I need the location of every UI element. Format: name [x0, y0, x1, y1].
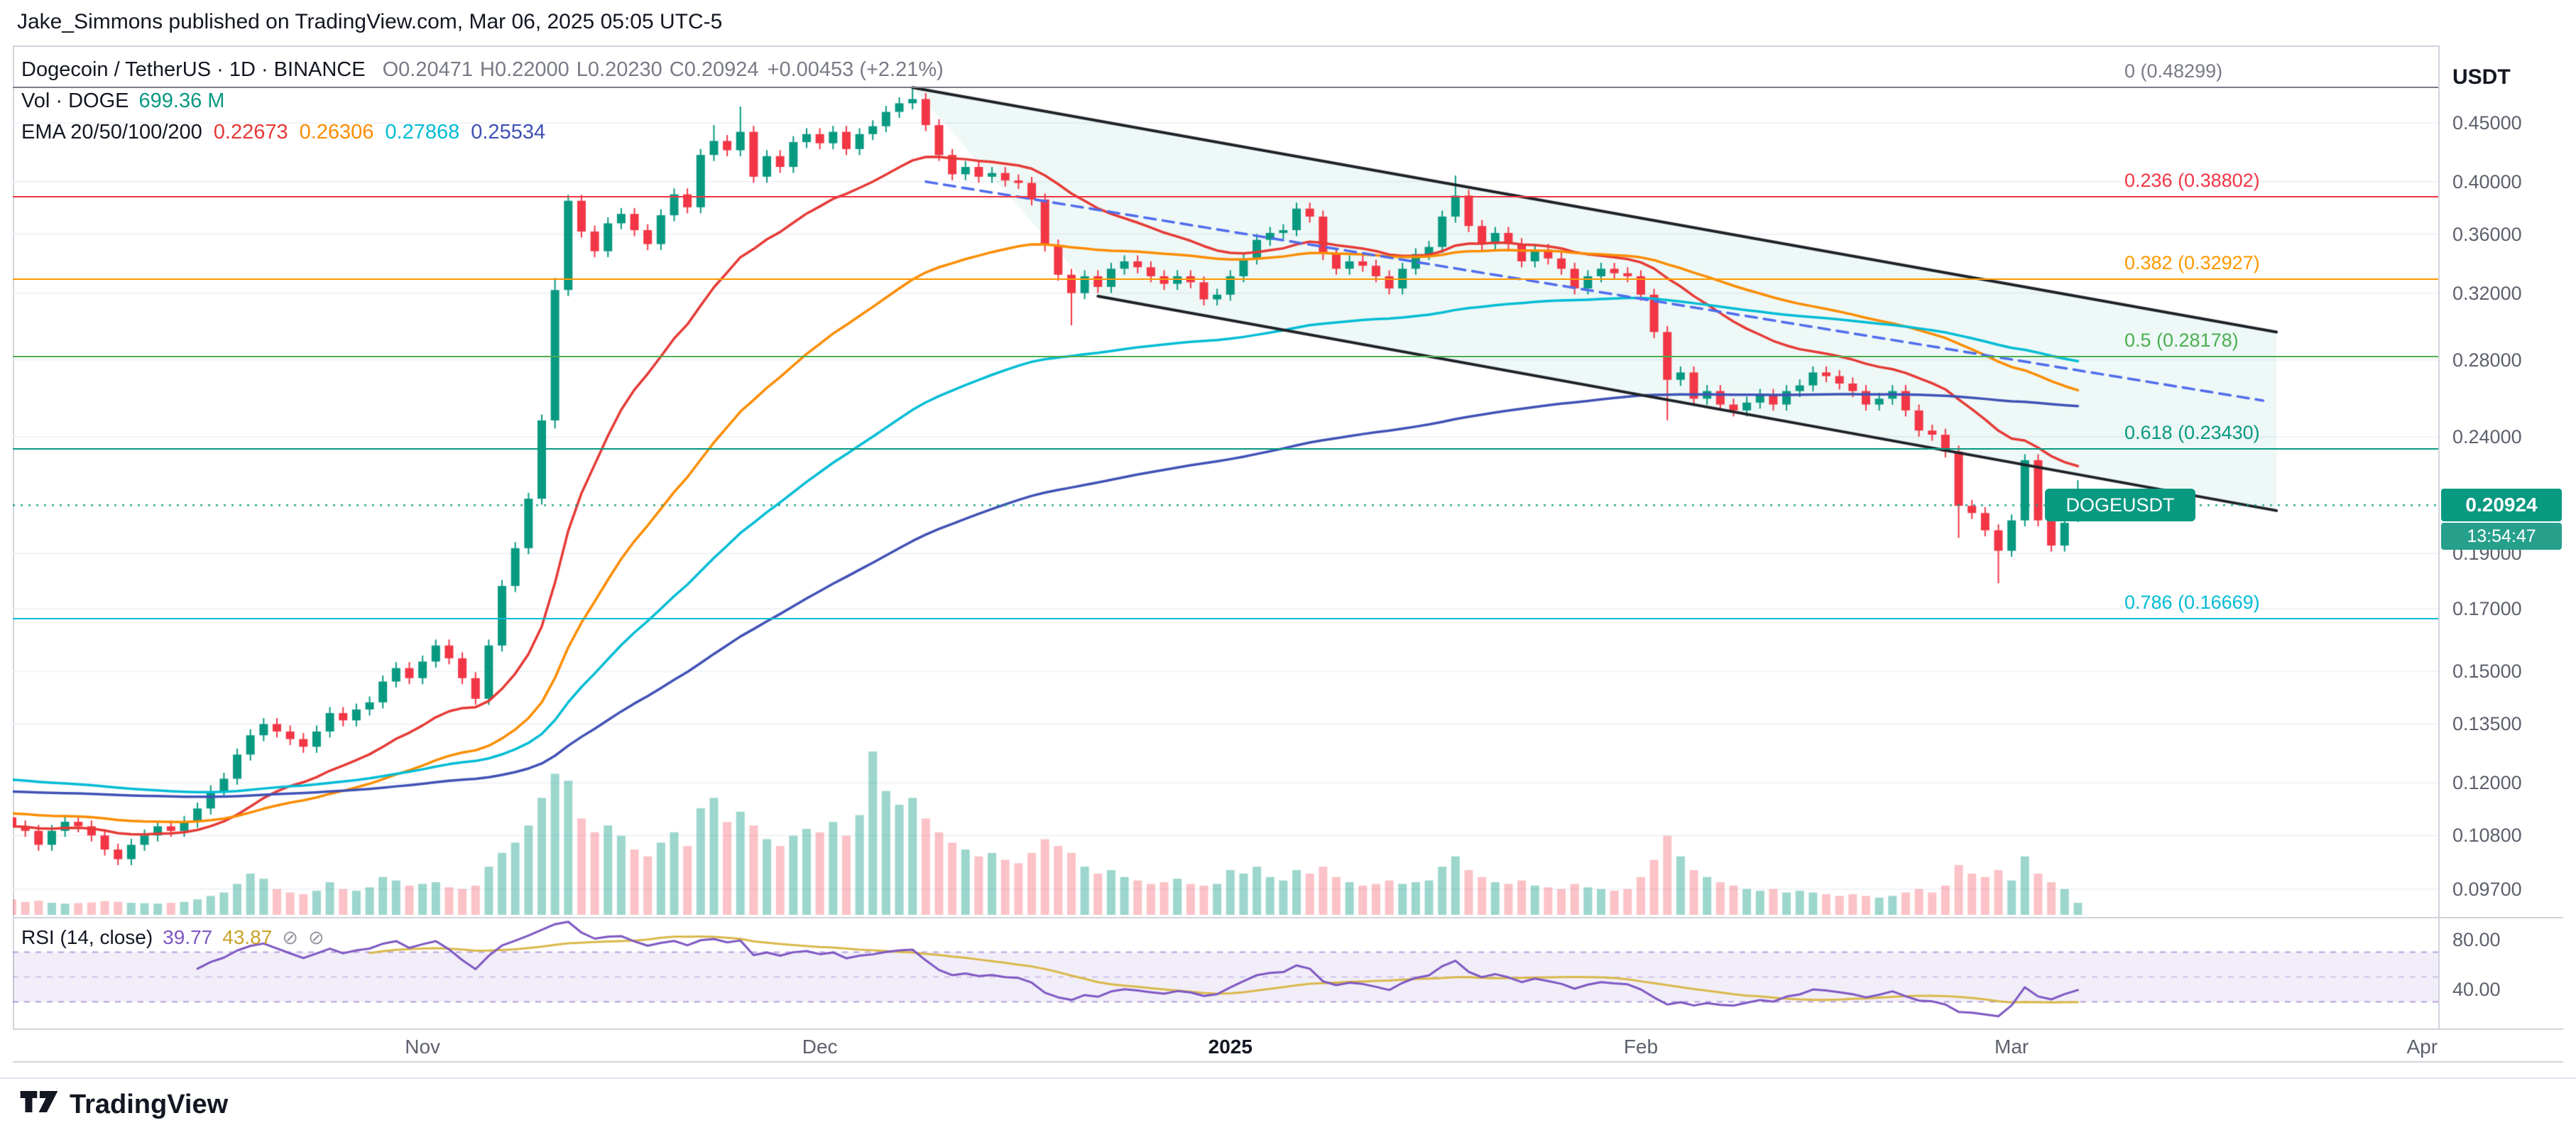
rsi-label: RSI (14, close)	[21, 926, 153, 948]
chart-legend: Dogecoin / TetherUS · 1D · BINANCE O0.204…	[21, 54, 944, 148]
brand-name[interactable]: TradingView	[70, 1090, 229, 1119]
time-axis-label: Apr	[2406, 1036, 2438, 1058]
ohlc-value: 0.20471	[398, 58, 473, 81]
time-axis[interactable]: Nov Dec 2025 Feb Mar Apr	[13, 1028, 2563, 1061]
price-tick: 0.15000	[2452, 661, 2522, 683]
volume-label: Vol · DOGE	[21, 89, 129, 112]
price-tick: 0.40000	[2452, 170, 2522, 192]
ohlc-key: L	[576, 58, 588, 81]
ema-value: 0.25534	[471, 121, 546, 143]
footer: TradingView	[20, 1090, 228, 1120]
ohlc-key: C	[669, 58, 684, 81]
price-tick: 0.32000	[2452, 282, 2522, 304]
price-tick: 0.09700	[2452, 878, 2522, 900]
rsi-tick: 40.00	[2452, 979, 2501, 1000]
price-tick: 0.36000	[2452, 223, 2522, 245]
time-axis-label: Feb	[1623, 1036, 1659, 1058]
price-tick: 0.13500	[2452, 713, 2522, 735]
rsi-tick: 80.00	[2452, 929, 2501, 950]
volume-value: 699.36 M	[138, 89, 225, 112]
price-chart-canvas[interactable]	[13, 45, 2438, 1028]
ohlc-value: 0.20924	[684, 58, 759, 81]
change-value: +0.00453 (+2.21%)	[767, 58, 944, 81]
ohlc-key: O	[382, 58, 399, 81]
bar-close-countdown: 13:54:47	[2441, 523, 2562, 550]
time-axis-label: 2025	[1208, 1036, 1252, 1058]
price-tick: 0.28000	[2452, 349, 2522, 371]
ohlc-values: O0.20471 H0.22000 L0.20230 C0.20924	[376, 58, 759, 81]
time-axis-label: Nov	[405, 1036, 441, 1058]
ema-value: 0.26306	[299, 121, 374, 143]
rsi-settings-icon[interactable]: ⊘	[307, 927, 324, 948]
header-bar: Jake_Simmons published on TradingView.co…	[0, 0, 2576, 45]
price-tick: 0.10800	[2452, 825, 2522, 847]
current-price-badge: 0.20924	[2441, 489, 2562, 522]
time-axis-label: Mar	[1994, 1036, 2029, 1058]
price-tick: 0.45000	[2452, 112, 2522, 134]
symbol-title: Dogecoin / TetherUS · 1D · BINANCE	[21, 58, 366, 81]
pane-separator[interactable]	[13, 917, 2563, 918]
symbol-legend-row: Dogecoin / TetherUS · 1D · BINANCE O0.204…	[21, 54, 944, 85]
rsi-legend: RSI (14, close) 39.77 43.87 ⊘ ⊘	[21, 923, 324, 952]
volume-legend-row: Vol · DOGE 699.36 M	[21, 85, 944, 116]
symbol-price-flag: DOGEUSDT	[2045, 489, 2195, 522]
time-axis-label: Dec	[802, 1036, 838, 1058]
ema-legend-row: EMA 20/50/100/200 0.22673 0.26306 0.27868 0.…	[21, 116, 944, 148]
ema-label: EMA 20/50/100/200	[21, 121, 202, 143]
price-tick: 0.17000	[2452, 598, 2522, 620]
price-tick: 0.12000	[2452, 772, 2522, 794]
ema-value: 0.27868	[385, 121, 460, 143]
rsi-hide-icon[interactable]: ⊘	[282, 927, 298, 948]
ema-value: 0.22673	[213, 121, 288, 143]
rsi-ma-value: 43.87	[222, 926, 273, 948]
currency-label: USDT	[2452, 65, 2511, 89]
ohlc-value: 0.20230	[587, 58, 662, 81]
footer-separator	[0, 1077, 2576, 1079]
price-tick: 0.24000	[2452, 425, 2522, 447]
rsi-value: 39.77	[163, 926, 213, 948]
ema-values: 0.22673 0.26306 0.27868 0.25534	[202, 121, 545, 143]
publisher-line: Jake_Simmons published on TradingView.co…	[17, 10, 723, 33]
ohlc-key: H	[479, 58, 495, 81]
tradingview-logo-icon	[20, 1090, 58, 1112]
ohlc-value: 0.22000	[494, 58, 569, 81]
